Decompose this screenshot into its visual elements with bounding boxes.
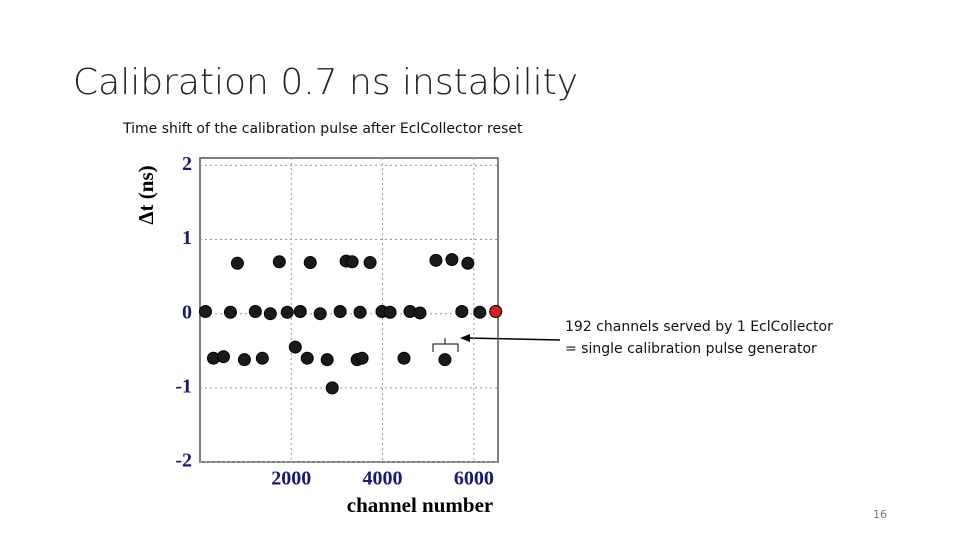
annotation: = single calibration pulse generator: [565, 341, 817, 357]
y-tick-label: 1: [182, 227, 192, 249]
y-tick-label: -2: [175, 450, 192, 472]
data-point: [280, 305, 294, 319]
page-number: 16: [873, 508, 887, 521]
plot: -2 -1 0 1 2 2000 4000 6000: [175, 153, 503, 490]
data-point: [230, 256, 244, 270]
data-point: [288, 340, 302, 354]
data-point: [333, 304, 347, 318]
data-point: [473, 305, 487, 319]
subtitle: Time shift of the calibration pulse afte…: [122, 121, 523, 137]
annotation: 192 channels served by 1 EclCollector: [565, 319, 833, 335]
data-point: [455, 304, 469, 318]
data-point: [263, 307, 277, 321]
data-point: [216, 350, 230, 364]
x-tick-label: 4000: [363, 468, 403, 490]
data-point: [272, 255, 286, 269]
data-point: [429, 253, 443, 267]
x-axis-title: channel number: [347, 493, 493, 517]
data-point: [355, 351, 369, 365]
data-point: [248, 304, 262, 318]
data-point: [313, 307, 327, 321]
data-point: [445, 253, 459, 267]
slide-title: Calibration 0.7 ns instability: [73, 62, 578, 103]
data-point: [489, 304, 503, 318]
data-point: [325, 381, 339, 395]
data-point: [353, 305, 367, 319]
data-point: [255, 351, 269, 365]
data-point: [461, 256, 475, 270]
x-tick-label: 2000: [271, 468, 311, 490]
data-point: [198, 304, 212, 318]
y-tick-label: 0: [182, 301, 192, 323]
data-point: [383, 305, 397, 319]
data-point: [237, 353, 251, 367]
x-tick-label: 6000: [454, 468, 494, 490]
y-axis-title: Δt (ns): [134, 165, 158, 224]
data-point: [320, 353, 334, 367]
data-point: [345, 255, 359, 269]
arrow-head: [460, 334, 470, 342]
arrow: [465, 337, 561, 341]
data-point: [293, 304, 307, 318]
data-point: [300, 351, 314, 365]
data-point: [397, 351, 411, 365]
data-point: [413, 306, 427, 320]
data-point: [303, 256, 317, 270]
data-point: [363, 256, 377, 270]
plot-frame: [199, 157, 499, 463]
data-point: [438, 353, 452, 367]
y-tick-label: 2: [182, 153, 192, 175]
y-tick-label: -1: [175, 375, 192, 397]
data-point: [223, 305, 237, 319]
bracket: [432, 338, 459, 352]
